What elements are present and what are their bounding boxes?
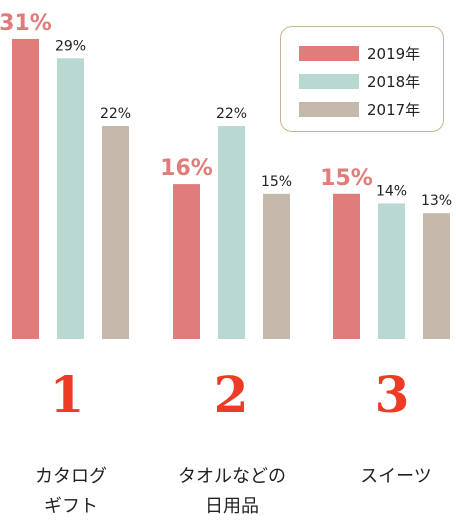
data-label-2019-cat2: 16% bbox=[160, 156, 213, 181]
data-label-2018-cat3: 14% bbox=[376, 183, 407, 199]
legend-label-2018: 2018年 bbox=[367, 72, 421, 91]
rank-number-3: 3 bbox=[374, 365, 410, 424]
bar-2019-cat2 bbox=[173, 184, 200, 339]
data-label-2017-cat1: 22% bbox=[100, 106, 131, 122]
rank-number-2: 2 bbox=[213, 365, 249, 424]
category-label-daily-goods: タオルなどの 日用品 bbox=[178, 466, 286, 517]
data-label-2019-cat1: 31% bbox=[0, 11, 52, 36]
legend-swatch-2017 bbox=[299, 101, 359, 117]
legend-swatch-2018 bbox=[299, 73, 359, 89]
bar-2018-cat2 bbox=[218, 126, 245, 339]
legend-item-2019: 2019年 bbox=[299, 44, 421, 63]
bar-2017-cat2 bbox=[263, 193, 290, 339]
data-label-2018-cat2: 22% bbox=[216, 106, 247, 122]
rank-number-1: 1 bbox=[49, 365, 85, 424]
legend-item-2018: 2018年 bbox=[299, 72, 421, 91]
bar-2018-cat3 bbox=[378, 203, 405, 339]
bar-2017-cat1 bbox=[102, 126, 129, 339]
legend-item-2017: 2017年 bbox=[299, 100, 421, 119]
legend-label-2017: 2017年 bbox=[367, 100, 421, 119]
legend: 2019年 2018年 2017年 bbox=[280, 26, 444, 132]
legend-label-2019: 2019年 bbox=[367, 44, 421, 63]
data-label-2018-cat1: 29% bbox=[55, 38, 86, 54]
bar-2017-cat3 bbox=[423, 213, 450, 339]
category-label-catalog-gift: カタログ ギフト bbox=[35, 466, 107, 517]
bar-2019-cat3 bbox=[333, 193, 360, 339]
data-label-2017-cat3: 13% bbox=[421, 193, 452, 209]
legend-swatch-2019 bbox=[299, 45, 359, 61]
bar-2019-cat1 bbox=[12, 38, 39, 340]
data-label-2017-cat2: 15% bbox=[261, 174, 292, 190]
bar-2018-cat1 bbox=[57, 58, 84, 339]
data-label-2019-cat3: 15% bbox=[320, 166, 373, 191]
category-label-sweets: スイーツ bbox=[360, 466, 432, 487]
